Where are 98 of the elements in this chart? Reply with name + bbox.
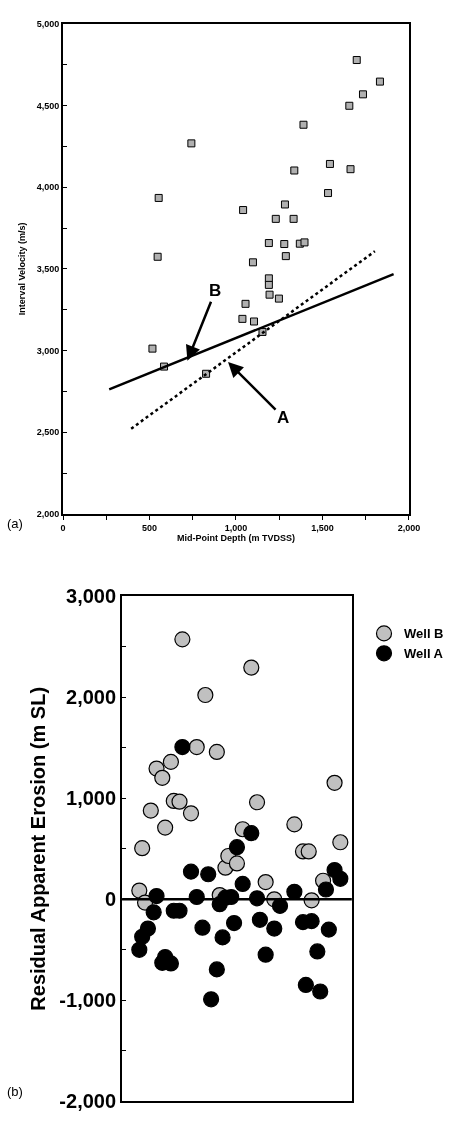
annotation: B <box>209 281 222 300</box>
point <box>208 743 225 761</box>
point <box>317 881 335 898</box>
point <box>131 941 148 958</box>
point <box>290 166 299 175</box>
point <box>214 929 231 946</box>
point <box>225 914 243 932</box>
point <box>346 165 355 174</box>
y-tick-label: 2,000 <box>36 509 60 520</box>
point <box>200 866 217 883</box>
point <box>248 258 257 267</box>
legend-label: Well A <box>404 646 444 662</box>
point <box>203 991 220 1008</box>
point <box>264 280 273 289</box>
point <box>157 819 174 836</box>
point <box>243 825 260 842</box>
point <box>182 805 200 822</box>
point <box>197 686 214 704</box>
y-tick-label: 0 <box>104 888 117 911</box>
point <box>187 139 196 148</box>
y-axis-title: Interval Velocity (m/s) <box>16 222 27 316</box>
point <box>266 920 283 937</box>
point <box>265 290 274 299</box>
point <box>243 659 260 676</box>
point <box>352 56 361 65</box>
text: (b) <box>7 1084 23 1099</box>
annotation: A <box>277 408 290 427</box>
point <box>171 793 188 810</box>
point <box>297 976 314 994</box>
point <box>280 240 289 249</box>
point <box>251 911 269 928</box>
point <box>286 816 303 833</box>
y-tick-label: 4,500 <box>36 100 60 111</box>
point <box>241 299 250 308</box>
point <box>257 946 274 963</box>
point <box>153 252 162 261</box>
y-tick-label: 2,500 <box>36 427 60 438</box>
point <box>325 159 334 168</box>
point <box>326 774 343 791</box>
x-tick-label: 500 <box>141 522 158 533</box>
point <box>300 238 309 247</box>
point <box>239 206 248 215</box>
point <box>194 919 211 936</box>
point <box>280 200 289 209</box>
point <box>154 193 163 202</box>
point <box>208 961 225 978</box>
point <box>289 214 298 223</box>
point <box>228 855 246 872</box>
point <box>309 943 326 960</box>
y-tick-label: 3,000 <box>66 585 117 608</box>
point <box>257 873 274 891</box>
y-tick-label: -2,000 <box>59 1090 117 1113</box>
y-axis-title: Residual Apparent Erosion (m SL) <box>27 686 50 1011</box>
point <box>182 863 200 880</box>
point <box>142 802 159 819</box>
point <box>139 920 157 937</box>
point <box>174 631 191 648</box>
x-axis-title: Mid-Point Depth (m TVDSS) <box>177 532 295 543</box>
point <box>174 738 191 756</box>
point <box>228 839 246 856</box>
text: (a) <box>7 516 23 531</box>
point <box>148 344 157 353</box>
point <box>299 120 308 129</box>
x-tick-label: 2,000 <box>397 522 421 533</box>
point <box>312 983 329 1000</box>
point <box>375 77 384 86</box>
point <box>332 870 349 887</box>
y-tick-label: 2,000 <box>66 686 117 709</box>
point <box>358 90 367 99</box>
point <box>162 753 179 770</box>
point <box>345 101 354 110</box>
point <box>274 294 283 303</box>
x-tick-label: 1,000 <box>224 522 248 533</box>
y-tick-label: 4,000 <box>36 182 60 193</box>
point <box>238 314 247 323</box>
point <box>324 189 333 198</box>
point <box>320 921 337 938</box>
y-tick-label: 1,000 <box>66 787 117 810</box>
point <box>300 843 317 860</box>
point <box>234 875 251 893</box>
x-tick-label: 1,500 <box>311 522 334 533</box>
point <box>188 738 205 756</box>
point <box>264 239 273 248</box>
point <box>332 834 349 851</box>
point <box>286 883 303 900</box>
point <box>134 840 151 857</box>
y-tick-label: 3,500 <box>36 264 60 275</box>
y-tick-label: 5,000 <box>36 18 60 29</box>
point <box>145 904 162 921</box>
point <box>281 252 290 261</box>
legend-label: Well B <box>404 626 444 642</box>
point <box>248 794 266 811</box>
point <box>250 317 258 326</box>
point <box>271 214 280 223</box>
point <box>154 769 171 786</box>
y-tick-label: -1,000 <box>59 989 117 1012</box>
point <box>131 882 148 899</box>
y-tick-label: 3,000 <box>36 345 60 356</box>
